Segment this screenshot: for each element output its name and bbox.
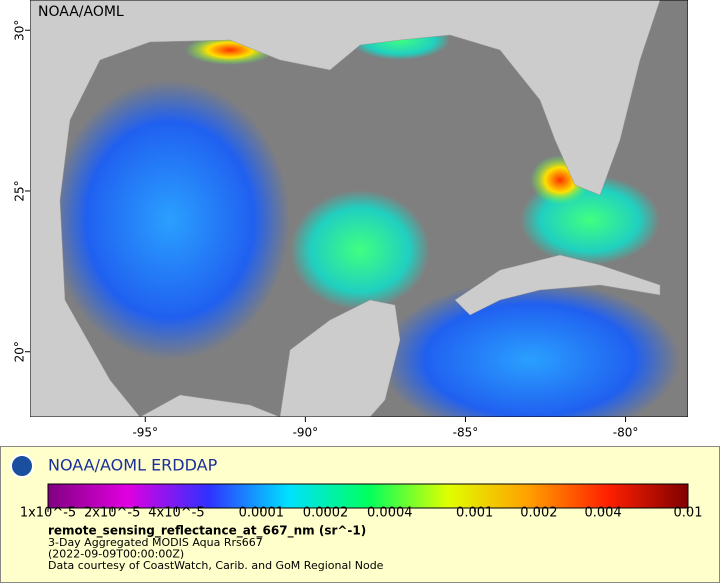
data-patch <box>380 280 680 417</box>
logo <box>10 454 34 478</box>
y-tick-label: 25° <box>13 180 27 201</box>
x-tick-label: -80° <box>613 426 639 440</box>
colorbar-tick-label: 4x10^-5 <box>148 506 204 521</box>
y-tick-label: 30° <box>13 20 27 41</box>
land <box>139 394 281 417</box>
colorbar-tick-label: 0.0004 <box>367 506 413 521</box>
map: NOAA/AOML <box>30 0 688 417</box>
colorbar-tick-label: 0.01 <box>674 506 703 521</box>
colorbar-tick-label: 0.004 <box>584 506 621 521</box>
colorbar-tick-label: 2x10^-5 <box>84 506 140 521</box>
variable-name: remote_sensing_reflectance_at_667_nm (sr… <box>48 524 366 539</box>
legend-line: (2022-09-09T00:00:00Z) <box>48 548 184 561</box>
data-patch <box>290 190 430 310</box>
legend-title: NOAA/AOML ERDDAP <box>48 456 218 475</box>
colorbar-tick-label: 1x10^-5 <box>20 506 76 521</box>
map-label: NOAA/AOML <box>38 4 124 20</box>
land <box>454 254 661 316</box>
legend-line: Data courtesy of CoastWatch, Carib. and … <box>48 559 384 572</box>
x-tick-label: -90° <box>293 426 319 440</box>
colorbar <box>47 483 689 509</box>
y-tick-label: 20° <box>13 341 27 362</box>
colorbar-tick-label: 0.0002 <box>303 506 349 521</box>
land <box>279 299 401 417</box>
legend-panel <box>0 446 720 583</box>
legend-line: 3-Day Aggregated MODIS Aqua Rrs667 <box>48 536 263 549</box>
colorbar-tick-label: 0.002 <box>520 506 557 521</box>
colorbar-tick-label: 0.0001 <box>239 506 285 521</box>
colorbar-tick-label: 0.001 <box>456 506 493 521</box>
land <box>30 0 661 417</box>
data-patch <box>50 80 290 360</box>
x-tick-label: -85° <box>453 426 479 440</box>
x-tick-label: -95° <box>132 426 158 440</box>
